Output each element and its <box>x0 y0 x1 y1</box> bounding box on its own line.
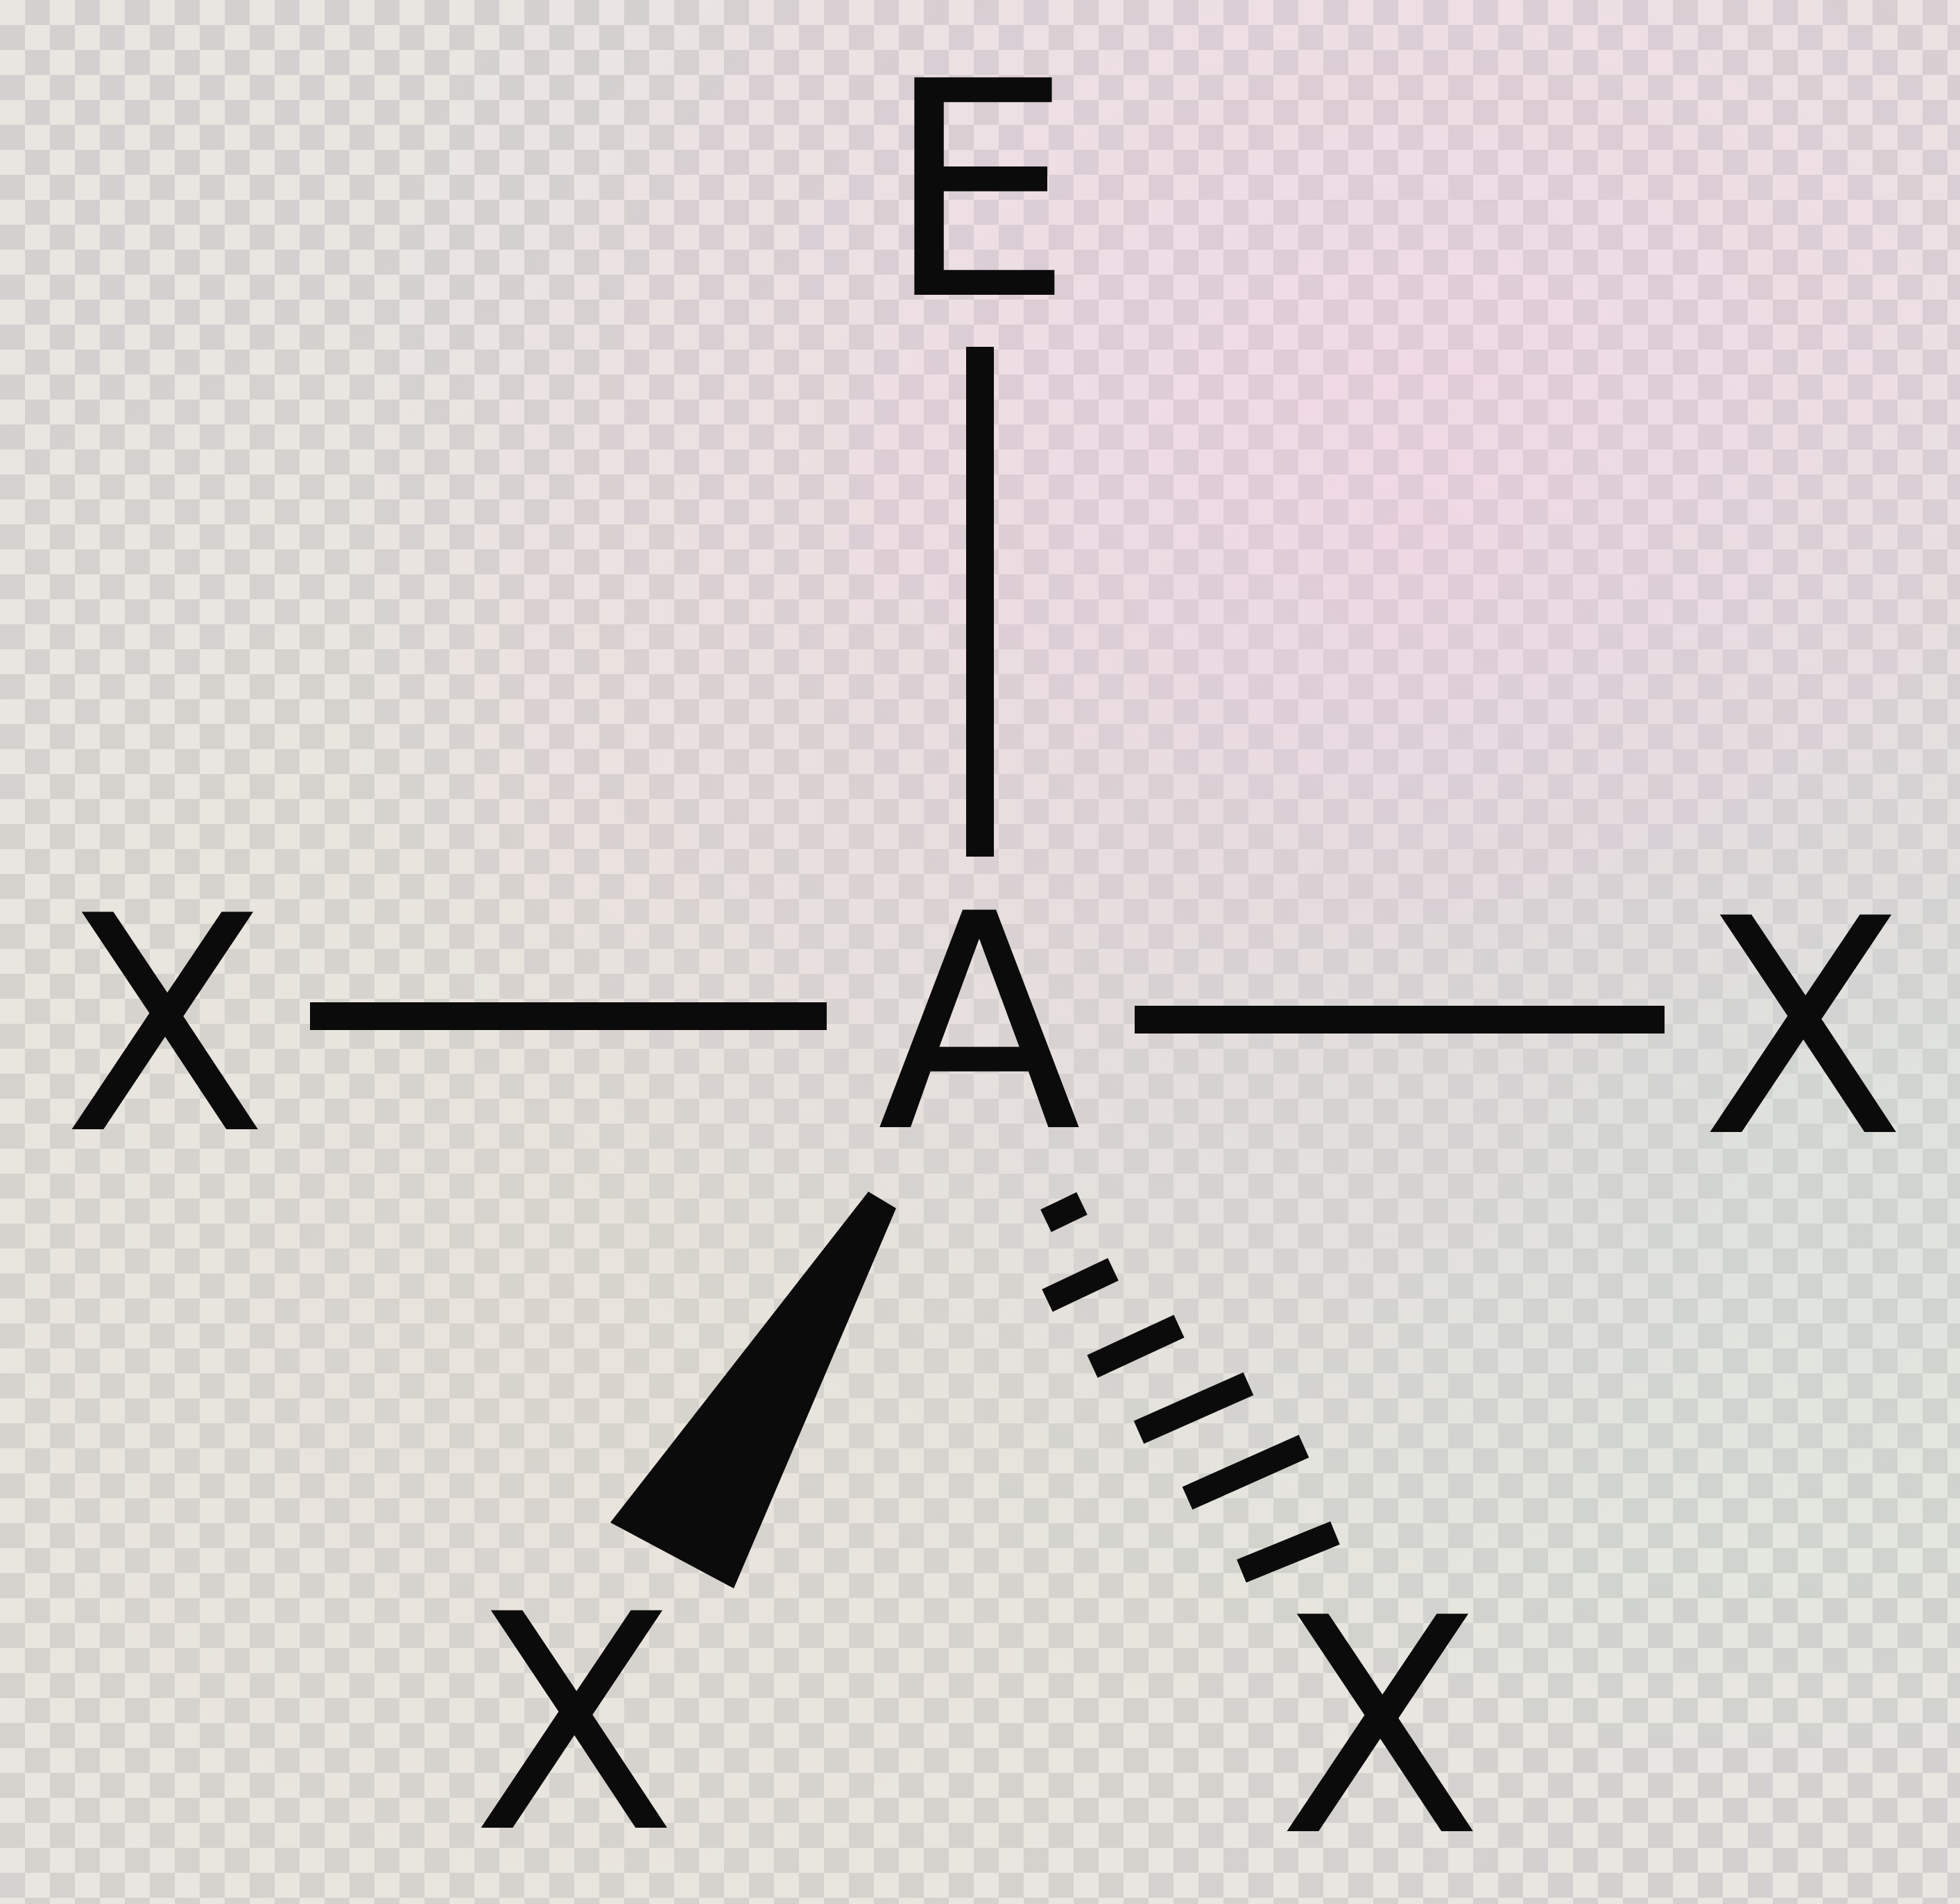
bond-wedge-toward-viewer <box>610 1192 896 1588</box>
hash-bar <box>1087 1314 1185 1378</box>
hash-bar <box>1040 1192 1088 1233</box>
atom-lone-pair-e: E <box>885 19 1074 366</box>
atom-dash-x: X <box>1278 1555 1483 1902</box>
hash-bar <box>1237 1521 1340 1583</box>
atom-central-a: A <box>877 851 1083 1198</box>
atom-wedge-x: X <box>472 1552 677 1898</box>
bond-hashed-away-from-viewer <box>1040 1192 1340 1583</box>
atom-left-x: X <box>63 853 268 1200</box>
hash-bar <box>1133 1372 1254 1444</box>
atom-right-x: X <box>1701 856 1906 1203</box>
hash-bar <box>1042 1258 1119 1312</box>
hash-bar <box>1182 1434 1309 1510</box>
